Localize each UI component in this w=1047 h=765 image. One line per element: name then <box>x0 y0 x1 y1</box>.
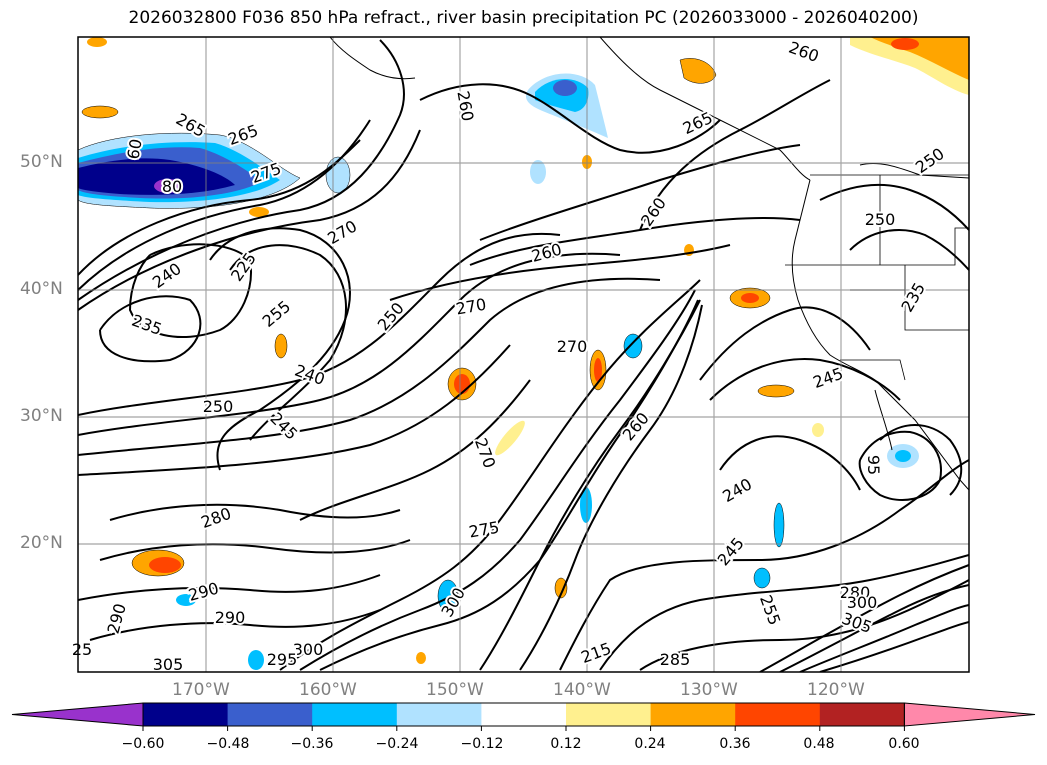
colorbar-segment <box>650 703 736 726</box>
lat-label-40n: 40°N <box>20 279 63 299</box>
precipitation-pc-fill <box>78 37 969 670</box>
lon-label-120w: 120°W <box>807 680 865 700</box>
lat-label-20n: 20°N <box>20 533 63 553</box>
contour-label: 285 <box>660 650 691 669</box>
colorbar-segment <box>566 703 652 726</box>
lon-label-130w: 130°W <box>680 680 738 700</box>
colorbar-tick: 0.12 <box>550 736 582 752</box>
colorbar <box>11 702 1036 731</box>
colorbar-segment <box>396 703 482 726</box>
map-frame <box>77 36 970 673</box>
contour-label: 95 <box>864 455 883 475</box>
contour-label: 300 <box>847 593 878 612</box>
colorbar-segment <box>312 703 398 726</box>
colorbar-tick: 0.36 <box>719 736 751 752</box>
colorbar-segment <box>819 703 905 726</box>
colorbar-frame <box>142 702 905 727</box>
colorbar-tick: 0.48 <box>803 736 835 752</box>
colorbar-tick: 0.60 <box>888 736 920 752</box>
contour-label: 305 <box>153 655 184 674</box>
chart-title: 2026032800 F036 850 hPa refract., river … <box>128 8 919 28</box>
colorbar-tick: −0.60 <box>121 736 165 752</box>
lat-label-30n: 30°N <box>20 406 63 426</box>
contour-label: 250 <box>203 397 234 416</box>
lon-label-150w: 150°W <box>426 680 484 700</box>
colorbar-lower-extend <box>11 702 144 727</box>
coastlines <box>329 37 969 491</box>
lon-label-160w: 160°W <box>299 680 357 700</box>
contour-label: 290 <box>215 608 246 627</box>
colorbar-tick: −0.24 <box>375 736 419 752</box>
contour-label: 250 <box>865 210 896 229</box>
lon-label-170w: 170°W <box>172 680 230 700</box>
colorbar-tick: −0.48 <box>206 736 250 752</box>
contour-label: 270 <box>557 337 588 356</box>
colorbar-tick: −0.12 <box>460 736 504 752</box>
colorbar-tick: 0.24 <box>634 736 666 752</box>
contour-label: 295 <box>267 650 298 669</box>
colorbar-segment <box>735 703 821 726</box>
colorbar-tick: −0.36 <box>290 736 334 752</box>
colorbar-segment <box>227 703 313 726</box>
contour-label: 80 <box>162 177 182 196</box>
contour-label: 280 <box>840 583 871 602</box>
colorbar-segment <box>481 703 567 726</box>
colorbar-segment <box>143 703 229 726</box>
lat-label-50n: 50°N <box>20 152 63 172</box>
graticule <box>78 37 969 672</box>
contour-label: 300 <box>293 640 324 659</box>
contour-label: 25 <box>72 640 92 659</box>
colorbar-upper-extend <box>903 702 1036 727</box>
contour-label: 60 <box>123 137 145 160</box>
lon-label-140w: 140°W <box>553 680 611 700</box>
